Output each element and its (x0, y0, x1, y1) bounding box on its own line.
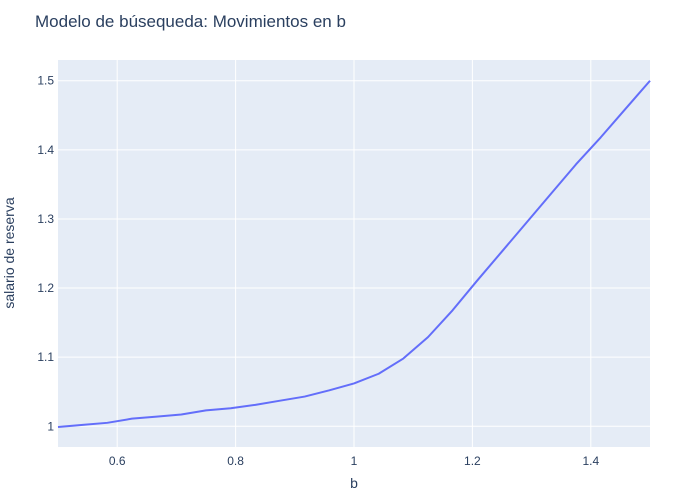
y-gridlines (58, 80, 650, 427)
series-line (57, 80, 651, 428)
chart-title: Modelo de búsequeda: Movimientos en b (35, 12, 346, 31)
y-tick-label: 1.5 (37, 74, 54, 88)
x-tick-labels: 0.6 0.8 1 1.2 1.4 (109, 454, 600, 468)
x-tick-label: 0.6 (109, 454, 126, 468)
y-axis-title: salario de reserva (1, 197, 17, 308)
y-tick-label: 1.2 (37, 281, 54, 295)
x-tick-label: 1.4 (582, 454, 599, 468)
series-layer (57, 80, 651, 428)
x-axis-title: b (350, 475, 358, 491)
x-tick-label: 1.2 (464, 454, 481, 468)
y-tick-label: 1.3 (37, 212, 54, 226)
y-tick-labels: 1 1.1 1.2 1.3 1.4 1.5 (37, 74, 54, 434)
y-tick-label: 1.1 (37, 350, 54, 364)
x-tick-label: 1 (351, 454, 358, 468)
x-tick-label: 0.8 (227, 454, 244, 468)
y-tick-label: 1 (47, 419, 54, 433)
y-tick-label: 1.4 (37, 143, 54, 157)
x-gridlines (116, 60, 592, 447)
